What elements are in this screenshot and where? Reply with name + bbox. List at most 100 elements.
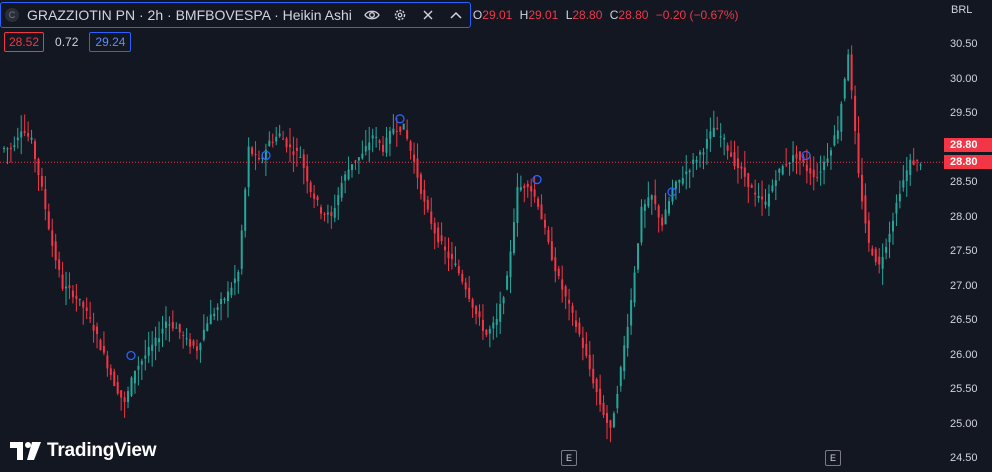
chevron-up-icon[interactable] [448,7,464,23]
candle-body [213,313,216,317]
candle-body [247,146,250,188]
candle-body [388,130,391,144]
tradingview-logo[interactable]: TradingView [10,440,157,462]
candle-body [836,130,839,139]
candle-body [416,158,419,178]
dividend-marker-icon[interactable] [261,150,271,161]
candle-body [399,126,402,132]
candle-body [216,307,219,310]
candle-body [251,147,254,155]
candle-body [102,345,105,353]
currency-label[interactable]: BRL [951,4,973,16]
dividend-marker-icon[interactable] [126,350,136,361]
candle-body [375,136,378,138]
symbol-title-box[interactable]: C GRAZZIOTIN PN · 2h · BMFBOVESPA · Heik… [0,2,471,28]
candle-body [6,148,9,150]
candle-body [340,183,343,198]
open-value: 29.01 [482,8,513,22]
dividend-marker-icon[interactable] [532,174,542,185]
candle-body [568,299,571,304]
dividend-marker-icon[interactable] [801,150,811,161]
candle-body [685,171,688,175]
candle-body [898,193,901,202]
candle-body [385,137,388,153]
open-label: O [472,8,483,22]
candle-body [302,154,305,168]
candle-body [481,319,484,331]
candle-body [502,297,505,304]
settings-icon[interactable] [392,7,408,23]
buy-price-button[interactable]: 29.24 [89,32,132,52]
candle-body [426,199,429,210]
candle-body [623,345,626,372]
candle-body [595,379,598,393]
candle-body [585,344,588,356]
candle-body [233,278,236,284]
candle-body [20,131,23,138]
candle-body [47,211,50,229]
candle-body [65,286,68,289]
candle-body [3,147,5,149]
candle-body [175,327,178,329]
symbol-title[interactable]: GRAZZIOTIN PN · 2h · BMFBOVESPA · Heikin… [27,7,352,23]
close-icon[interactable] [420,7,436,23]
candle-body [657,205,660,218]
candle-body [275,136,278,142]
earnings-marker[interactable]: E [825,450,841,466]
candle-body [16,137,19,141]
candle-body [99,339,102,351]
ohlc-values: O29.01 H29.01 L28.80 C28.80 −0.20 (−0.67… [473,8,743,22]
last-price-tag-2: 28.80 [944,155,992,169]
price-tick-label: 28.00 [950,210,978,223]
candle-body [58,259,61,270]
candle-body [457,266,460,274]
dividend-marker-icon[interactable] [667,187,677,197]
candle-body [543,219,546,228]
candle-body [220,298,223,304]
candle-body [106,355,109,369]
candle-body [678,179,681,183]
candle-body [812,169,815,178]
candle-body [850,54,853,91]
candle-body [716,128,719,130]
candle-body [778,169,781,173]
sell-price-button[interactable]: 28.52 [4,32,45,52]
candle-body [571,305,574,313]
candle-body [809,168,812,174]
candle-body [506,275,509,290]
candle-body [512,222,515,254]
price-tick-label: 25.00 [950,417,978,430]
candle-body [71,290,74,298]
price-tick-label: 27.50 [950,245,978,257]
candle-body [306,166,309,182]
candle-body [537,198,540,207]
candle-body [257,158,260,160]
candle-body [326,212,329,215]
candle-body [619,367,622,387]
earnings-marker[interactable]: E [561,450,577,466]
candle-body [637,243,640,270]
candle-body [75,295,78,299]
candle-body [409,141,412,152]
candle-body [916,159,919,161]
candle-body [643,204,646,211]
candle-body [881,256,884,269]
dividend-marker-icon[interactable] [395,114,405,124]
candle-body [829,150,832,156]
candle-body [695,159,698,163]
candle-body [661,217,664,226]
eye-icon[interactable] [364,7,380,23]
candle-body [495,318,498,325]
candle-body [419,174,422,194]
candle-body [709,131,712,139]
candle-body [664,209,667,225]
candle-body [13,145,16,148]
candle-body [78,298,81,300]
candle-body [743,167,746,177]
candle-body [785,164,788,166]
price-tick-label: 30.00 [950,72,978,85]
candle-body [168,324,171,326]
candle-body [633,272,636,303]
candle-body [833,135,836,146]
